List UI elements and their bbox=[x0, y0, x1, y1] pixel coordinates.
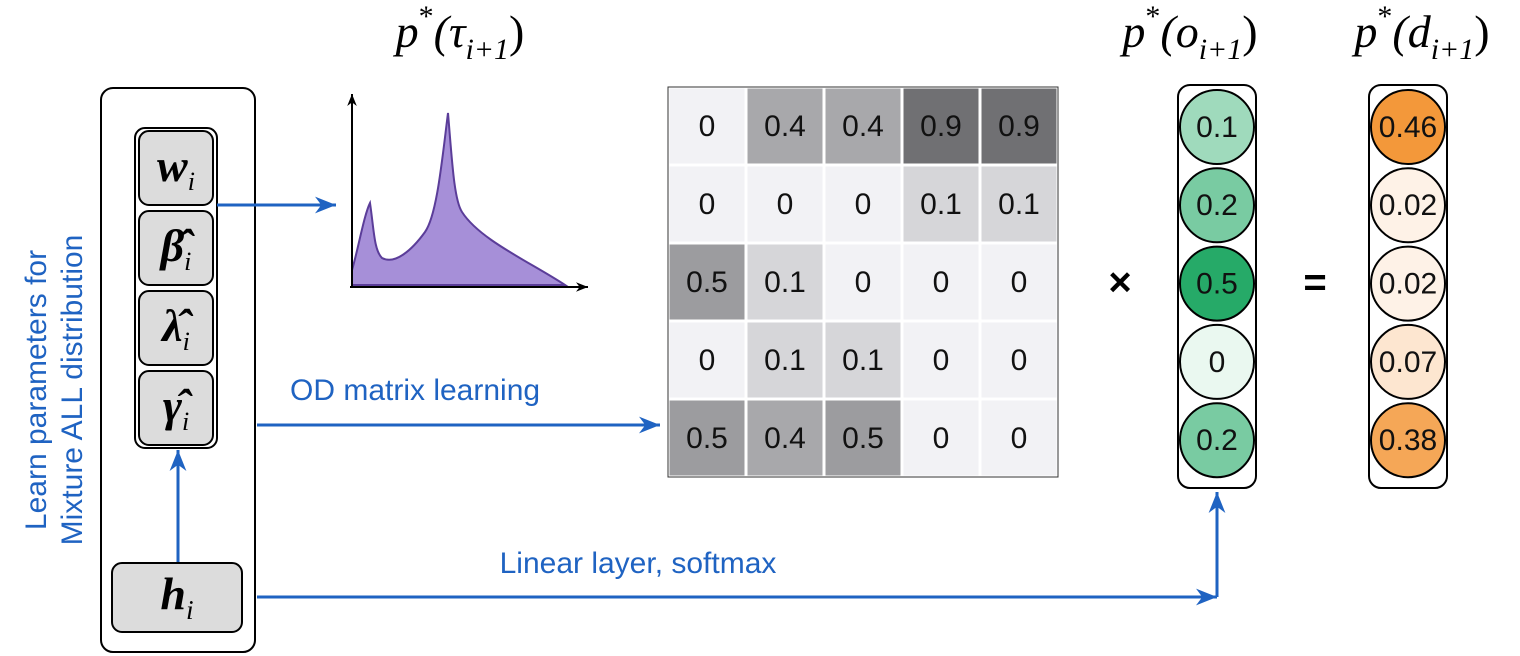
parameter-box bbox=[138, 290, 214, 366]
parameter-box bbox=[138, 130, 214, 206]
probability-value: 0.46 bbox=[1379, 111, 1437, 144]
matrix-cell bbox=[900, 397, 982, 479]
math-open: (τ bbox=[434, 6, 467, 57]
probability-circle bbox=[1179, 245, 1255, 322]
matrix-value: 0.1 bbox=[764, 344, 806, 377]
math-label: p*(oi+1) bbox=[1119, 0, 1257, 66]
probability-value: 0.2 bbox=[1196, 189, 1238, 222]
symbol-sub: i bbox=[188, 167, 195, 196]
side-label: Learn parameters for Mixture ALL distrib… bbox=[20, 235, 89, 546]
math-label: p*(di+1) bbox=[1351, 0, 1489, 66]
probability-circle bbox=[1179, 167, 1255, 244]
probability-value: 0 bbox=[1209, 346, 1226, 379]
probability-value: 0.1 bbox=[1196, 111, 1238, 144]
symbol-main: h bbox=[160, 568, 186, 619]
symbol: wi bbox=[157, 140, 195, 197]
matrix-cell bbox=[978, 241, 1060, 323]
probability-value: 0.07 bbox=[1379, 346, 1437, 379]
matrix-value: 0.5 bbox=[842, 422, 884, 455]
matrix-value: 0 bbox=[699, 188, 716, 221]
matrix-value: 0.1 bbox=[764, 266, 806, 299]
matrix-cell bbox=[900, 163, 982, 245]
math-open: (o bbox=[1160, 6, 1198, 57]
hidden-state-box bbox=[111, 562, 243, 633]
matrix-cell bbox=[666, 163, 748, 245]
matrix-cell bbox=[978, 319, 1060, 401]
probability-value: 0.2 bbox=[1196, 424, 1238, 457]
math-sup: * bbox=[1377, 0, 1392, 33]
symbol-main: w bbox=[157, 140, 188, 191]
symbol-sub: i bbox=[182, 407, 189, 436]
matrix-value: 0.1 bbox=[920, 188, 962, 221]
distribution-curve bbox=[351, 112, 569, 286]
probability-circle bbox=[1370, 402, 1446, 479]
symbol: hi bbox=[160, 568, 193, 626]
math-sub: i+1 bbox=[465, 33, 509, 66]
matrix-value: 0 bbox=[699, 110, 716, 143]
probability-circle bbox=[1370, 167, 1446, 244]
symbol-sub: i bbox=[184, 247, 191, 276]
matrix-border bbox=[667, 86, 1059, 478]
matrix-value: 0.5 bbox=[686, 266, 728, 299]
probability-circle bbox=[1179, 89, 1255, 165]
matrix-value: 0.9 bbox=[920, 110, 962, 143]
symbol-sub: i bbox=[186, 595, 194, 625]
probability-circle bbox=[1179, 402, 1255, 479]
probability-value: 0.38 bbox=[1379, 424, 1437, 457]
math-close: ) bbox=[1242, 6, 1257, 57]
matrix-value: 0 bbox=[1011, 422, 1028, 455]
math-main: p bbox=[393, 6, 419, 57]
side-label-line: Mixture ALL distribution bbox=[56, 235, 89, 546]
matrix-value: 0.4 bbox=[764, 422, 806, 455]
probability-value: 0.5 bbox=[1196, 268, 1238, 301]
probability-value: 0.02 bbox=[1379, 268, 1437, 301]
math-close: ) bbox=[509, 6, 524, 57]
matrix-value: 0 bbox=[933, 266, 950, 299]
od-label: OD matrix learning bbox=[290, 374, 540, 407]
math-label: p*(τi+1) bbox=[393, 0, 525, 66]
math-sub: i+1 bbox=[1431, 33, 1475, 66]
matrix-value: 0.1 bbox=[842, 344, 884, 377]
matrix-value: 0 bbox=[1011, 344, 1028, 377]
parameter-group bbox=[134, 127, 218, 449]
probability-circle bbox=[1370, 245, 1446, 322]
side-label-line: Learn parameters for bbox=[20, 250, 53, 530]
matrix-value: 0 bbox=[699, 344, 716, 377]
matrix-value: 0 bbox=[933, 422, 950, 455]
matrix-value: 0 bbox=[1011, 266, 1028, 299]
probability-circle bbox=[1179, 323, 1255, 400]
math-main: p bbox=[1119, 6, 1145, 57]
math-open: (d bbox=[1392, 6, 1431, 57]
matrix-value: 0.4 bbox=[764, 110, 806, 143]
math-sup: * bbox=[1145, 0, 1160, 33]
math-close: ) bbox=[1474, 6, 1489, 57]
math-main: p bbox=[1351, 6, 1377, 57]
matrix-value: 0 bbox=[855, 266, 872, 299]
matrix-value: 0 bbox=[777, 188, 794, 221]
parameter-box bbox=[138, 370, 214, 446]
matrix-cell bbox=[744, 241, 826, 323]
matrix-value: 0 bbox=[855, 188, 872, 221]
matrix-value: 0.5 bbox=[686, 422, 728, 455]
probability-circle bbox=[1370, 89, 1446, 165]
matrix-value: 0 bbox=[933, 344, 950, 377]
math-sup: * bbox=[419, 0, 434, 33]
math-sub: i+1 bbox=[1199, 33, 1243, 66]
matrix-value: 0.9 bbox=[998, 110, 1040, 143]
parameter-box bbox=[138, 210, 214, 286]
times-operator: × bbox=[1108, 261, 1131, 305]
probability-value: 0.02 bbox=[1379, 189, 1437, 222]
linear-label: Linear layer, softmax bbox=[500, 547, 777, 580]
matrix-value: 0.1 bbox=[998, 188, 1040, 221]
matrix-value: 0.4 bbox=[842, 110, 884, 143]
probability-circle bbox=[1370, 323, 1446, 400]
equals-operator: = bbox=[1303, 261, 1326, 305]
symbol-sub: i bbox=[183, 327, 190, 356]
matrix-cell bbox=[900, 319, 982, 401]
